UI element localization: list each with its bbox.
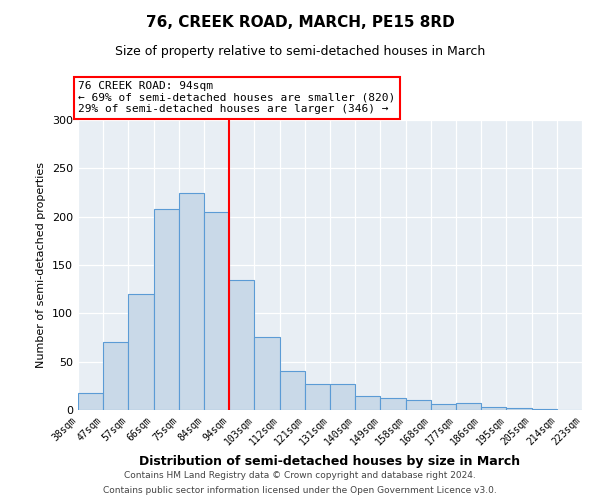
Text: 76, CREEK ROAD, MARCH, PE15 8RD: 76, CREEK ROAD, MARCH, PE15 8RD [146, 15, 454, 30]
Bar [532, 409, 557, 410]
Bar [330, 384, 355, 410]
Bar [229, 280, 254, 410]
Bar [305, 384, 330, 410]
Bar [355, 396, 380, 410]
Text: Contains HM Land Registry data © Crown copyright and database right 2024.: Contains HM Land Registry data © Crown c… [124, 471, 476, 480]
Bar [78, 392, 103, 410]
Bar [103, 342, 128, 410]
Text: 76 CREEK ROAD: 94sqm
← 69% of semi-detached houses are smaller (820)
29% of semi: 76 CREEK ROAD: 94sqm ← 69% of semi-detac… [78, 81, 395, 114]
X-axis label: Distribution of semi-detached houses by size in March: Distribution of semi-detached houses by … [139, 455, 521, 468]
Bar [406, 400, 431, 410]
Bar [456, 403, 481, 410]
Bar [254, 336, 280, 410]
Bar [128, 294, 154, 410]
Bar [506, 408, 532, 410]
Y-axis label: Number of semi-detached properties: Number of semi-detached properties [37, 162, 46, 368]
Text: Contains public sector information licensed under the Open Government Licence v3: Contains public sector information licen… [103, 486, 497, 495]
Bar [380, 398, 406, 410]
Text: Size of property relative to semi-detached houses in March: Size of property relative to semi-detach… [115, 45, 485, 58]
Bar [481, 407, 506, 410]
Bar [154, 209, 179, 410]
Bar [280, 372, 305, 410]
Bar [179, 194, 204, 410]
Bar [204, 212, 229, 410]
Bar [431, 404, 456, 410]
